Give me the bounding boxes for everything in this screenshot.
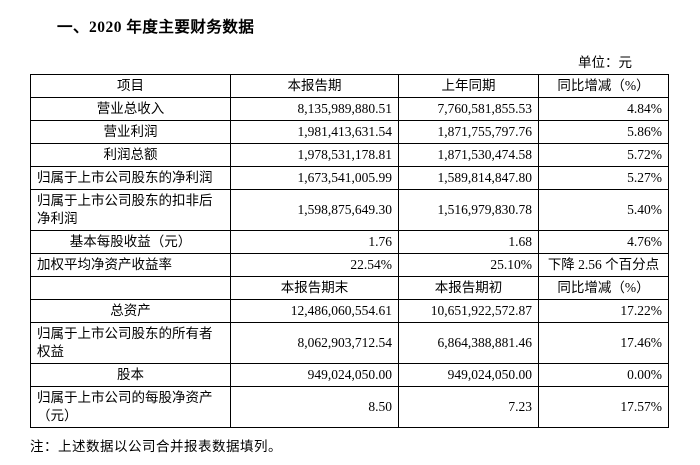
- value-prior: 1.68: [398, 230, 539, 254]
- value-prior: 25.10%: [398, 253, 539, 277]
- value-prior: 6,864,388,881.46: [398, 322, 539, 364]
- col-header-current: 本报告期: [230, 74, 399, 98]
- item-label: 利润总额: [30, 143, 231, 167]
- value-prior: 7.23: [398, 386, 539, 428]
- value-current: 1,981,413,631.54: [230, 120, 399, 144]
- item-label: 归属于上市公司股东的扣非后净利润: [30, 189, 231, 231]
- item-label: 基本每股收益（元）: [30, 230, 231, 254]
- col-header-yoy: 同比增减（%）: [538, 74, 669, 98]
- value-current: 22.54%: [230, 253, 399, 277]
- value-yoy: 4.84%: [538, 97, 669, 121]
- value-yoy: 0.00%: [538, 363, 669, 387]
- value-current: 1,978,531,178.81: [230, 143, 399, 167]
- value-prior: 7,760,581,855.53: [398, 97, 539, 121]
- value-prior: 1,871,755,797.76: [398, 120, 539, 144]
- financial-table: 项目 本报告期 上年同期 同比增减（%） 营业总收入 8,135,989,880…: [30, 74, 669, 428]
- item-label: 总资产: [30, 299, 231, 323]
- value-yoy: 5.27%: [538, 166, 669, 190]
- table-row: 股本 949,024,050.00 949,024,050.00 0.00%: [30, 363, 669, 387]
- table-row: 基本每股收益（元） 1.76 1.68 4.76%: [30, 230, 669, 254]
- unit-label: 单位：元: [578, 55, 632, 70]
- table-row: 归属于上市公司股东的净利润 1,673,541,005.99 1,589,814…: [30, 166, 669, 190]
- item-label: 归属于上市公司的每股净资产（元）: [30, 386, 231, 428]
- item-label: 归属于上市公司股东的净利润: [30, 166, 231, 190]
- item-label: 归属于上市公司股东的所有者权益: [30, 322, 231, 364]
- value-current: 1,673,541,005.99: [230, 166, 399, 190]
- value-yoy: 5.40%: [538, 189, 669, 231]
- value-current: 8,062,903,712.54: [230, 322, 399, 364]
- section-title: 一、2020 年度主要财务数据: [57, 19, 255, 36]
- item-label: 营业总收入: [30, 97, 231, 121]
- value-yoy: 17.46%: [538, 322, 669, 364]
- table-row: 总资产 12,486,060,554.61 10,651,922,572.87 …: [30, 299, 669, 323]
- subheader-current: 本报告期末: [230, 276, 399, 300]
- value-yoy: 4.76%: [538, 230, 669, 254]
- item-label: 股本: [30, 363, 231, 387]
- value-current: 1.76: [230, 230, 399, 254]
- table-row: 加权平均净资产收益率 22.54% 25.10% 下降 2.56 个百分点: [30, 253, 669, 277]
- table-row: 营业利润 1,981,413,631.54 1,871,755,797.76 5…: [30, 120, 669, 144]
- value-yoy: 5.86%: [538, 120, 669, 144]
- table-subheader-row: 本报告期末 本报告期初 同比增减（%）: [30, 276, 669, 300]
- document-page: 一、2020 年度主要财务数据 单位：元 项目 本报告期 上年同期 同比增减（%…: [30, 19, 669, 454]
- value-current: 8.50: [230, 386, 399, 428]
- value-yoy: 5.72%: [538, 143, 669, 167]
- subheader-yoy: 同比增减（%）: [538, 276, 669, 300]
- value-prior: 1,589,814,847.80: [398, 166, 539, 190]
- value-prior: 1,516,979,830.78: [398, 189, 539, 231]
- value-current: 949,024,050.00: [230, 363, 399, 387]
- value-yoy: 下降 2.56 个百分点: [538, 253, 669, 277]
- col-header-item: 项目: [30, 74, 231, 98]
- table-header-row: 项目 本报告期 上年同期 同比增减（%）: [30, 74, 669, 98]
- value-current: 8,135,989,880.51: [230, 97, 399, 121]
- value-current: 1,598,875,649.30: [230, 189, 399, 231]
- value-current: 12,486,060,554.61: [230, 299, 399, 323]
- item-label: 营业利润: [30, 120, 231, 144]
- table-row: 归属于上市公司股东的扣非后净利润 1,598,875,649.30 1,516,…: [30, 189, 669, 231]
- col-header-prior: 上年同期: [398, 74, 539, 98]
- footnote: 注：上述数据以公司合并报表数据填列。: [30, 439, 282, 454]
- table-row: 归属于上市公司的每股净资产（元） 8.50 7.23 17.57%: [30, 386, 669, 428]
- item-label: 加权平均净资产收益率: [30, 253, 231, 277]
- value-prior: 949,024,050.00: [398, 363, 539, 387]
- table-row: 归属于上市公司股东的所有者权益 8,062,903,712.54 6,864,3…: [30, 322, 669, 364]
- subheader-prior: 本报告期初: [398, 276, 539, 300]
- value-yoy: 17.22%: [538, 299, 669, 323]
- table-row: 利润总额 1,978,531,178.81 1,871,530,474.58 5…: [30, 143, 669, 167]
- value-prior: 1,871,530,474.58: [398, 143, 539, 167]
- value-prior: 10,651,922,572.87: [398, 299, 539, 323]
- subheader-item: [30, 276, 231, 300]
- value-yoy: 17.57%: [538, 386, 669, 428]
- table-row: 营业总收入 8,135,989,880.51 7,760,581,855.53 …: [30, 97, 669, 121]
